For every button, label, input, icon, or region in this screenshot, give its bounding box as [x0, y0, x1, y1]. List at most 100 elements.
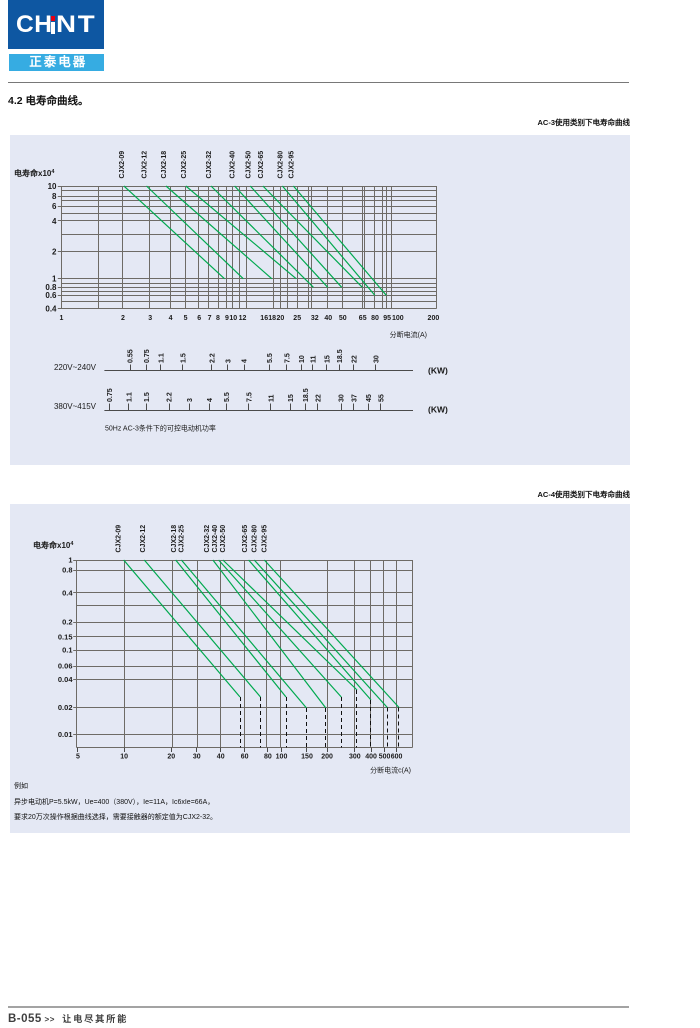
- svg-text:4: 4: [207, 398, 214, 402]
- svg-text:3: 3: [187, 398, 194, 402]
- svg-text:分断电流c(A): 分断电流c(A): [370, 766, 411, 775]
- svg-text:3: 3: [225, 359, 232, 363]
- svg-text:95: 95: [383, 315, 391, 322]
- svg-text:8: 8: [216, 315, 220, 322]
- svg-text:5: 5: [184, 315, 188, 322]
- svg-text:0.55: 0.55: [128, 349, 135, 363]
- svg-text:7.5: 7.5: [246, 392, 253, 402]
- svg-text:1: 1: [60, 315, 64, 322]
- svg-text:1.1: 1.1: [126, 392, 133, 402]
- svg-text:电寿命x104: 电寿命x104: [14, 168, 55, 178]
- svg-text:50: 50: [339, 315, 347, 322]
- svg-text:30: 30: [339, 394, 346, 402]
- svg-text:CJX2-80: CJX2-80: [252, 525, 259, 553]
- svg-text:2: 2: [121, 315, 125, 322]
- svg-text:CJX2-32: CJX2-32: [206, 151, 213, 179]
- svg-text:0.4: 0.4: [62, 589, 73, 598]
- svg-text:18.5: 18.5: [303, 388, 310, 402]
- svg-text:30: 30: [193, 754, 201, 761]
- svg-text:7: 7: [208, 315, 212, 322]
- svg-text:CJX2-50: CJX2-50: [220, 525, 227, 553]
- svg-text:0.75: 0.75: [107, 388, 114, 402]
- svg-text:600: 600: [391, 754, 403, 761]
- svg-text:20: 20: [277, 315, 285, 322]
- svg-text:分断电流(A): 分断电流(A): [390, 330, 427, 339]
- svg-text:380V~415V: 380V~415V: [54, 402, 97, 411]
- svg-text:15: 15: [324, 355, 331, 363]
- svg-text:300: 300: [349, 754, 361, 761]
- svg-text:2.2: 2.2: [167, 392, 174, 402]
- svg-text:CJX2-25: CJX2-25: [181, 151, 188, 179]
- svg-text:80: 80: [264, 754, 272, 761]
- svg-text:CJX2-12: CJX2-12: [140, 525, 147, 553]
- svg-text:5.5: 5.5: [267, 353, 274, 363]
- svg-text:11: 11: [268, 394, 275, 402]
- svg-text:1: 1: [68, 556, 72, 565]
- svg-text:CJX2-09: CJX2-09: [119, 151, 126, 179]
- svg-text:0.2: 0.2: [62, 618, 72, 627]
- svg-text:0.04: 0.04: [58, 675, 73, 684]
- svg-text:16: 16: [260, 315, 268, 322]
- svg-text:CJX2-95: CJX2-95: [288, 151, 295, 179]
- svg-text:0.4: 0.4: [45, 304, 57, 313]
- svg-text:25: 25: [293, 315, 301, 322]
- svg-text:15: 15: [288, 394, 295, 402]
- svg-text:9: 9: [225, 315, 229, 322]
- svg-text:50Hz AC-3条件下的可控电动机功率: 50Hz AC-3条件下的可控电动机功率: [105, 424, 216, 433]
- svg-text:0.06: 0.06: [58, 662, 73, 671]
- svg-text:CJX2-09: CJX2-09: [116, 525, 123, 553]
- svg-text:(KW): (KW): [428, 405, 448, 415]
- svg-text:7.5: 7.5: [285, 353, 292, 363]
- svg-text:0.6: 0.6: [45, 291, 57, 300]
- svg-text:100: 100: [276, 754, 288, 761]
- svg-text:11: 11: [311, 355, 318, 363]
- svg-text:4: 4: [169, 315, 173, 322]
- svg-text:400: 400: [365, 754, 377, 761]
- svg-text:(KW): (KW): [428, 366, 448, 376]
- svg-text:18.5: 18.5: [337, 349, 344, 363]
- svg-text:0.75: 0.75: [144, 349, 151, 363]
- svg-text:3: 3: [148, 315, 152, 322]
- svg-text:22: 22: [351, 355, 358, 363]
- svg-text:5: 5: [76, 754, 80, 761]
- svg-text:5.5: 5.5: [224, 392, 231, 402]
- svg-text:电寿命x104: 电寿命x104: [33, 540, 74, 550]
- svg-text:220V~240V: 220V~240V: [54, 363, 97, 372]
- svg-text:2: 2: [52, 247, 57, 256]
- svg-text:CJX2-65: CJX2-65: [258, 151, 265, 179]
- svg-text:8: 8: [52, 192, 57, 201]
- svg-text:30: 30: [373, 355, 380, 363]
- svg-text:4: 4: [52, 217, 57, 226]
- svg-text:100: 100: [392, 315, 404, 322]
- svg-text:CJX2-12: CJX2-12: [142, 151, 149, 179]
- svg-text:55: 55: [378, 394, 385, 402]
- svg-text:CJX2-80: CJX2-80: [277, 151, 284, 179]
- svg-text:200: 200: [428, 315, 440, 322]
- svg-text:CJX2-40: CJX2-40: [212, 525, 219, 553]
- svg-text:32: 32: [311, 315, 319, 322]
- svg-text:1.5: 1.5: [144, 392, 151, 402]
- svg-text:10: 10: [120, 754, 128, 761]
- svg-text:2.2: 2.2: [209, 353, 216, 363]
- svg-text:CJX2-65: CJX2-65: [242, 525, 249, 553]
- svg-text:80: 80: [371, 315, 379, 322]
- svg-text:40: 40: [324, 315, 332, 322]
- svg-text:1.5: 1.5: [181, 353, 188, 363]
- svg-text:40: 40: [217, 754, 225, 761]
- svg-text:12: 12: [239, 315, 247, 322]
- svg-text:37: 37: [351, 394, 358, 402]
- svg-text:0.15: 0.15: [58, 633, 73, 642]
- svg-text:CJX2-32: CJX2-32: [204, 525, 211, 553]
- svg-text:0.01: 0.01: [58, 730, 73, 739]
- svg-text:6: 6: [52, 202, 57, 211]
- svg-text:CJX2-50: CJX2-50: [245, 151, 252, 179]
- svg-text:60: 60: [241, 754, 249, 761]
- svg-text:CJX2-95: CJX2-95: [261, 525, 268, 553]
- svg-text:0.02: 0.02: [58, 703, 73, 712]
- svg-text:1.1: 1.1: [159, 353, 166, 363]
- svg-text:200: 200: [321, 754, 333, 761]
- svg-text:18: 18: [268, 315, 276, 322]
- svg-text:1: 1: [52, 275, 57, 284]
- svg-text:20: 20: [167, 754, 175, 761]
- svg-text:6: 6: [197, 315, 201, 322]
